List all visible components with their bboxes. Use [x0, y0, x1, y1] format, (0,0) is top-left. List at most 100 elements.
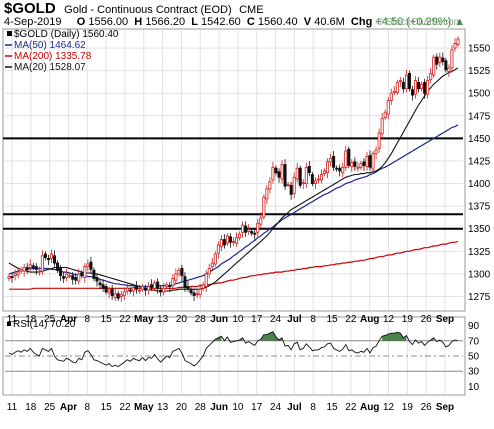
- candle-body: [253, 232, 257, 235]
- rsi-x-tick-label: 20: [176, 402, 188, 413]
- watermark: © StockCharts.com: [376, 17, 462, 28]
- candle-body: [86, 263, 90, 268]
- x-tick-label: Aug: [360, 314, 379, 325]
- rsi-x-tick-label: 15: [101, 402, 113, 413]
- candle-body: [59, 268, 63, 277]
- candle-body: [450, 49, 454, 69]
- x-tick-label: 25: [44, 314, 56, 325]
- candle-body: [83, 266, 87, 278]
- x-tick-label: Sep: [436, 314, 454, 325]
- candle-body: [101, 284, 105, 289]
- x-tick-label: 19: [402, 314, 414, 325]
- candle-body: [219, 239, 223, 248]
- candle-body: [241, 224, 245, 233]
- candle-body: [186, 286, 190, 289]
- candle-body: [65, 273, 69, 278]
- candle-body: [256, 222, 260, 233]
- candle-body: [323, 170, 327, 175]
- rsi-tick-label: 50: [468, 352, 480, 363]
- candle-body: [386, 100, 390, 115]
- open-value: 1556.00: [88, 16, 129, 28]
- legend-entry: MA(200) 1335.78: [14, 51, 92, 62]
- ma200-line: [9, 240, 459, 290]
- candle-body: [198, 288, 202, 296]
- high-value: 1566.20: [145, 16, 186, 28]
- candle-body: [401, 81, 405, 90]
- x-tick-label: 15: [101, 314, 113, 325]
- x-tick-label: 15: [326, 314, 338, 325]
- candle-body: [113, 293, 117, 298]
- candle-body: [153, 282, 157, 289]
- candle-body: [319, 174, 323, 181]
- candle-body: [165, 284, 169, 287]
- candle-body: [180, 268, 184, 277]
- candle-body: [453, 43, 457, 49]
- volume-value: 40.6M: [314, 16, 345, 28]
- x-tick-label: 11: [7, 314, 18, 325]
- price-tick-label: 1350: [468, 224, 491, 235]
- candle-body: [174, 273, 178, 281]
- candle-body: [365, 156, 369, 167]
- x-tick-label: 8: [85, 314, 91, 325]
- candle-body: [301, 182, 305, 185]
- candle-body: [62, 276, 66, 279]
- candle-body: [107, 289, 111, 294]
- candle-body: [286, 184, 290, 186]
- rsi-x-tick-label: 15: [326, 402, 338, 413]
- candle-body: [383, 111, 387, 119]
- rsi-legend-marker: [7, 322, 11, 326]
- candle-body: [13, 273, 17, 277]
- rsi-x-tick-label: Jul: [287, 402, 302, 413]
- candle-body: [43, 253, 47, 259]
- rsi-x-tick-label: 22: [119, 402, 131, 413]
- candle-body: [441, 57, 445, 63]
- candle-body: [410, 89, 414, 96]
- x-tick-label: May: [134, 314, 154, 325]
- candle-body: [195, 293, 199, 296]
- rsi-x-tick-label: 28: [195, 402, 207, 413]
- candle-body: [377, 132, 381, 149]
- rsi-x-tick-label: 19: [402, 402, 414, 413]
- candle-body: [347, 148, 351, 166]
- candle-body: [417, 81, 421, 90]
- rsi-tick-label: 90: [468, 321, 480, 332]
- candle-body: [53, 255, 57, 264]
- candle-body: [150, 284, 154, 288]
- candle-body: [92, 269, 96, 279]
- candle-body: [304, 166, 308, 184]
- candle-body: [374, 149, 378, 155]
- candle-body: [429, 72, 433, 81]
- candle-body: [156, 281, 160, 289]
- rsi-x-tick-label: Apr: [60, 402, 77, 413]
- candle-body: [313, 180, 317, 184]
- volume-label: V: [303, 16, 312, 28]
- candle-body: [447, 67, 451, 72]
- rsi-x-tick-label: 8: [85, 402, 91, 413]
- x-tick-label: 24: [270, 314, 282, 325]
- candle-body: [371, 153, 375, 170]
- rsi-x-tick-label: 25: [44, 402, 56, 413]
- candle-body: [265, 188, 269, 200]
- candle-body: [307, 165, 311, 174]
- candle-body: [280, 164, 284, 180]
- candle-body: [292, 176, 296, 194]
- candle-body: [398, 80, 402, 82]
- candle-body: [147, 286, 151, 291]
- candle-body: [216, 244, 220, 254]
- legend-entry: MA(50) 1464.62: [14, 40, 86, 51]
- rsi-x-tick-label: 24: [270, 402, 282, 413]
- candle-body: [259, 217, 263, 225]
- price-tick-label: 1300: [468, 269, 491, 280]
- price-tick-label: 1550: [468, 44, 491, 55]
- candle-body: [49, 253, 53, 259]
- price-tick-label: 1325: [468, 247, 491, 258]
- change-label: Chg: [350, 16, 373, 28]
- exchange: CME: [239, 4, 264, 16]
- legend-entry: $GOLD (Daily) 1560.40: [14, 29, 119, 40]
- price-tick-label: 1500: [468, 89, 491, 100]
- candle-body: [344, 150, 348, 168]
- candle-body: [262, 196, 266, 218]
- high-label: H: [134, 16, 143, 28]
- candle-body: [235, 237, 239, 244]
